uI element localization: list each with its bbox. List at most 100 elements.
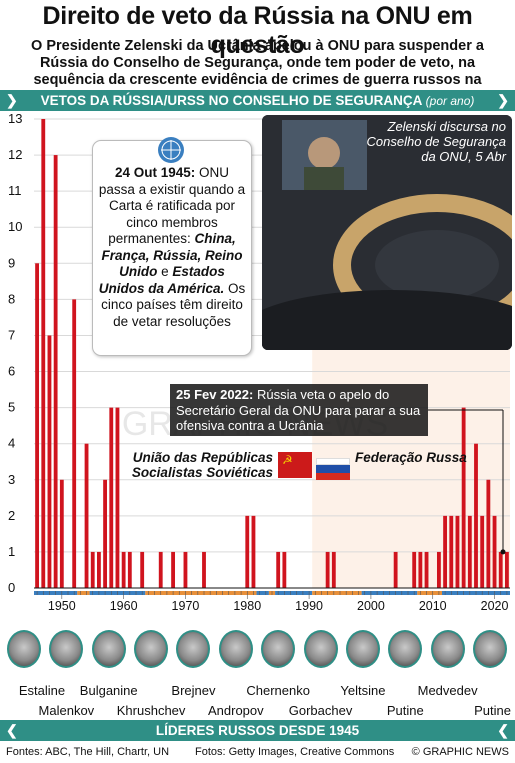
bar <box>96 551 101 588</box>
leader-portrait <box>91 630 126 668</box>
bar <box>474 443 478 588</box>
ussr-flag-icon: ☭ <box>278 452 312 478</box>
leader-name: Estaline <box>18 683 66 698</box>
bar <box>449 515 454 588</box>
leader-name: Andropov <box>207 703 264 718</box>
x-tick-label: 2000 <box>357 599 385 612</box>
timeline-segment <box>312 591 362 595</box>
bar <box>325 551 330 588</box>
chevron-down-icon: ❯︎ <box>497 92 509 108</box>
bar <box>486 479 491 588</box>
leader-name: Bulganine <box>79 683 138 698</box>
chevron-up-icon: ❮︎ <box>497 722 509 738</box>
bar <box>436 551 441 588</box>
bar <box>59 479 64 588</box>
bar <box>331 551 336 588</box>
note-2022-text: Rússia veta o apelo do Secretário Geral … <box>176 387 421 433</box>
footer-sources: Fontes: ABC, The Hill, Chartr, UN <box>6 746 170 758</box>
x-tick-label: 1960 <box>110 599 138 612</box>
chevron-down-icon: ❯︎ <box>6 92 18 108</box>
x-tick-label: 1950 <box>48 599 76 612</box>
leader-portrait <box>218 630 253 668</box>
bar <box>72 299 77 588</box>
note-2022-date: 25 Fev 2022: <box>176 387 254 402</box>
un-emblem-icon <box>158 137 184 163</box>
bar <box>504 551 509 588</box>
note-1945-text1: ONU passa a existir quando a Carta é rat… <box>98 165 246 246</box>
note-1945-date: 24 Out 1945: <box>114 165 196 180</box>
russia-flag-icon <box>316 458 350 480</box>
bar <box>41 119 46 588</box>
y-tick-label: 5 <box>8 400 15 415</box>
timeline-segment <box>417 591 442 595</box>
bar <box>282 551 287 588</box>
chart-header-label: VETOS DA RÚSSIA/URSS NO CONSELHO DE SEGU… <box>40 93 422 108</box>
charter-1945-note: 24 Out 1945: ONU passa a existir quando … <box>92 137 252 356</box>
y-tick-label: 9 <box>8 255 15 270</box>
leader-portrait <box>388 630 423 668</box>
y-tick-label: 4 <box>8 436 15 451</box>
chart-header-unit: (por ano) <box>425 94 475 108</box>
x-tick-label: 2020 <box>481 599 509 612</box>
bar <box>121 551 126 588</box>
footer: Fontes: ABC, The Hill, Chartr, UN Fotos:… <box>0 742 515 763</box>
chart-header-band: ❯︎ VETOS DA RÚSSIA/URSS NO CONSELHO DE S… <box>0 90 515 111</box>
bar <box>418 551 423 588</box>
footer-photos: Fotos: Getty Images, Creative Commons <box>195 746 395 758</box>
leader-name: Medvedev <box>417 683 478 698</box>
y-tick-label: 2 <box>8 508 15 523</box>
bar <box>109 407 114 588</box>
bar <box>35 263 40 588</box>
y-tick-label: 6 <box>8 364 15 379</box>
leader-portrait <box>49 630 84 668</box>
leader-portrait <box>176 630 211 668</box>
bar <box>127 551 132 588</box>
bar <box>245 515 250 588</box>
y-tick-label: 10 <box>8 219 22 234</box>
note-1945-text2: Os cinco países têm direito de vetar res… <box>101 280 246 329</box>
leader-portrait <box>430 630 465 668</box>
y-tick-label: 11 <box>8 183 22 198</box>
leaders-header-band: ❮︎ LÍDERES RUSSOS DESDE 1945 ❮︎ <box>0 720 515 741</box>
bar <box>202 551 206 588</box>
bar <box>480 515 485 588</box>
leader-portrait <box>134 630 169 668</box>
x-tick-label: 1970 <box>172 599 200 612</box>
bar <box>158 551 163 588</box>
veto-2022-note: 25 Fev 2022: Rússia veta o apelo do Secr… <box>170 384 428 436</box>
leader-portrait <box>303 630 338 668</box>
note-1945-members: China, França, Rússia, Reino Unido <box>101 231 243 279</box>
council-chamber-image <box>262 115 512 350</box>
timeline-segment <box>145 591 257 595</box>
timeline-segment <box>275 591 313 595</box>
x-tick-label: 1990 <box>295 599 323 612</box>
note-1945-and: e <box>161 264 169 279</box>
bar <box>461 407 466 588</box>
page-title: Direito de veto da Rússia na ONU em ques… <box>42 2 473 59</box>
leader-name: Putine <box>474 703 511 718</box>
bar <box>84 443 89 588</box>
russia-label: Federação Russa <box>355 450 467 465</box>
leader-portrait <box>473 630 507 668</box>
leader-name: Khrushchev <box>116 703 186 718</box>
bar <box>140 551 145 588</box>
leader-timeline: 1950 1960 1970 1980 1990 2000 2010 2020 <box>34 591 510 612</box>
bar <box>498 551 503 588</box>
leader-name: Gorbachev <box>288 703 353 718</box>
y-tick-label: 13 <box>8 112 22 126</box>
bar <box>276 551 281 588</box>
leader-portrait <box>7 630 41 668</box>
x-tick-label: 2010 <box>419 599 447 612</box>
bar <box>251 515 256 588</box>
bar <box>393 551 398 588</box>
bar <box>424 551 429 588</box>
leader-portrait <box>345 630 380 668</box>
y-tick-label: 8 <box>8 291 15 306</box>
timeline-segment <box>77 591 90 595</box>
note-1945-members2: Estados Unidos da América. <box>98 264 225 296</box>
leader-name: Chernenko <box>246 683 310 698</box>
leader-portrait <box>261 630 296 668</box>
bar <box>183 551 188 588</box>
y-tick-label: 7 <box>8 327 15 342</box>
leader-name: Brejnev <box>171 683 216 698</box>
